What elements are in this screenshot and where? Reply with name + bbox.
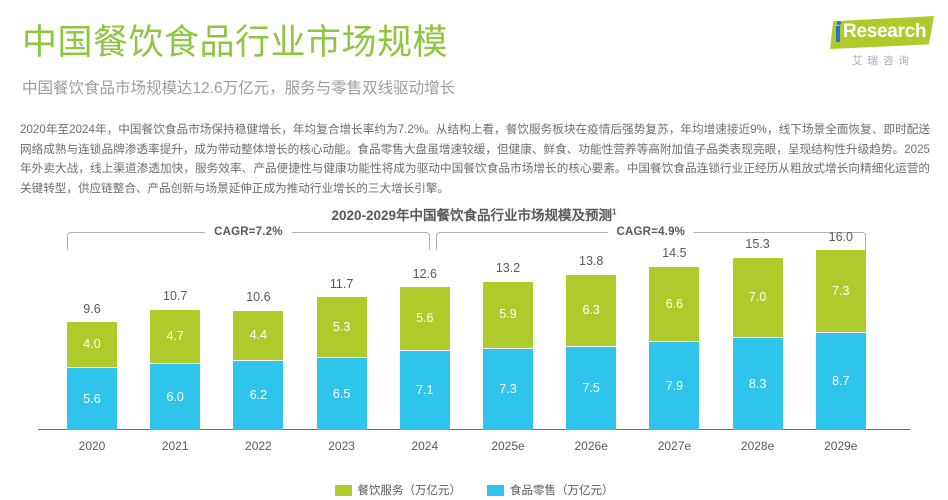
bar-column-2027e[interactable]: 14.56.67.92027e [649,267,699,430]
segment-value-label: 6.6 [666,298,683,311]
segment-value-label: 7.5 [582,382,599,395]
segment-value-label: 7.1 [416,384,433,397]
bar-column-2023[interactable]: 11.75.36.52023 [317,297,367,430]
bar-segment-food-retail[interactable]: 8.7 [816,332,866,430]
chart-plot-area: 9.6 4.0 5.6 2020 10.7 4.7 6.0 2021 10.6 4.4 6.2 202… [0,228,948,460]
segment-value-label: 5.3 [333,321,350,334]
bar-total-label: 11.7 [330,278,353,291]
bar-segment-food-service[interactable]: 6.3 [566,275,616,346]
x-axis-label-2022: 2022 [245,439,272,453]
bar-segment-food-service[interactable]: 5.9 [483,282,533,348]
bar-total-label: 10.6 [246,291,270,304]
chart-title-footnote: 1 [612,208,616,217]
x-axis-label-2026e: 2026e [575,439,608,453]
bar-column-2029e[interactable]: 16.07.38.72029e [816,250,866,430]
segment-value-label: 6.0 [166,391,183,404]
bar-column-2024[interactable]: 12.65.67.12024 [400,287,450,430]
bar-segment-food-service[interactable]: 5.6 [400,287,450,350]
bar-total-label: 15.3 [745,238,769,251]
bar-segment-food-service[interactable]: 6.6 [649,267,699,341]
logo-i-stem-icon [836,26,840,42]
bar-column-2022[interactable]: 10.64.46.22022 [233,311,283,430]
x-axis-label-2027e: 2027e [658,439,691,453]
segment-value-label: 8.3 [749,378,766,391]
bar-column-2025e[interactable]: 13.25.97.32025e [483,282,533,431]
x-axis-label-2021: 2021 [162,439,189,453]
bar-column-2028e[interactable]: 15.37.08.32028e [733,258,783,430]
legend-label: 餐饮服务（万亿元） [358,482,462,498]
bar-column-2021[interactable]: 10.74.76.02021 [150,310,200,430]
bar-segment-food-retail[interactable]: 6.0 [150,363,200,431]
bar-segment-food-retail[interactable]: 7.3 [483,348,533,430]
bar-segment-food-retail[interactable]: 7.1 [400,350,450,430]
segment-value-label: 7.9 [666,380,683,393]
segment-value-label: 6.5 [333,388,350,401]
legend-item-2[interactable]: 食品零售（万亿元） [487,482,614,498]
chart-title: 2020-2029年中国餐饮食品行业市场规模及预测1 [0,204,948,224]
chart-container: 2020-2029年中国餐饮食品行业市场规模及预测1 CAGR=7.2%CAGR… [0,198,948,500]
segment-value-label: 7.3 [832,285,849,298]
iresearch-logo: Research 艾瑞咨询 [830,16,934,72]
bar-segment-food-service[interactable]: 4.7 [150,310,200,363]
segment-value-label: 5.9 [499,308,516,321]
logo-i-dot-icon [837,21,841,25]
bar-total-label: 16.0 [829,231,853,244]
bar-segment-food-service[interactable]: 7.0 [733,258,783,337]
bar-segment-food-retail[interactable]: 6.5 [317,357,367,430]
logo-wordmark: Research [843,21,926,43]
segment-value-label: 5.6 [416,312,433,325]
bar-total-label: 13.8 [579,255,603,268]
page-title: 中国餐饮食品行业市场规模 [22,22,448,64]
bar-total-label: 10.7 [163,290,187,303]
segment-value-label: 4.7 [166,330,183,343]
segment-value-label: 7.3 [499,383,516,396]
segment-value-label: 8.7 [832,375,849,388]
segment-value-label: 4.0 [83,338,100,351]
bar-column-2020[interactable]: 9.64.05.62020 [67,322,117,430]
bar-segment-food-retail[interactable]: 7.9 [649,341,699,430]
x-axis-label-2023: 2023 [328,439,355,453]
bar-total-label: 14.5 [662,247,686,260]
x-axis-label-2024: 2024 [411,439,438,453]
segment-value-label: 6.2 [250,389,267,402]
x-axis-label-2020: 2020 [79,439,106,453]
bar-column-2026e[interactable]: 13.86.37.52026e [566,275,616,430]
page-subtitle: 中国餐饮食品市场规模达12.6万亿元，服务与零售双线驱动增长 [22,78,455,100]
legend-swatch-icon [335,485,352,496]
x-axis-label-2025e: 2025e [491,439,524,453]
bar-segment-food-retail[interactable]: 8.3 [733,337,783,430]
segment-value-label: 5.6 [83,393,100,406]
slide-root: 中国餐饮食品行业市场规模 中国餐饮食品市场规模达12.6万亿元，服务与零售双线驱… [0,0,948,500]
bar-segment-food-service[interactable]: 7.3 [816,250,866,332]
bar-segment-food-service[interactable]: 4.4 [233,311,283,361]
bar-segment-food-retail[interactable]: 6.2 [233,360,283,430]
legend-item-1[interactable]: 餐饮服务（万亿元） [335,482,462,498]
legend-swatch-icon [487,485,504,496]
x-axis-label-2028e: 2028e [741,439,774,453]
bar-segment-food-service[interactable]: 4.0 [67,322,117,367]
x-axis-label-2029e: 2029e [824,439,857,453]
bar-total-label: 9.6 [83,303,100,316]
bar-segment-food-service[interactable]: 5.3 [317,297,367,357]
bar-segment-food-retail[interactable]: 7.5 [566,346,616,430]
bar-segment-food-retail[interactable]: 5.6 [67,367,117,430]
bar-total-label: 13.2 [496,262,520,275]
bar-total-label: 12.6 [413,268,437,281]
chart-legend: 餐饮服务（万亿元） 食品零售（万亿元） [0,482,948,498]
chart-title-text: 2020-2029年中国餐饮食品行业市场规模及预测 [331,208,612,223]
segment-value-label: 7.0 [749,291,766,304]
segment-value-label: 4.4 [250,329,267,342]
legend-label: 食品零售（万亿元） [510,482,614,498]
body-paragraph: 2020年至2024年，中国餐饮食品市场保持稳健增长，年均复合增长率约为7.2%… [20,120,930,198]
logo-chinese-name: 艾瑞咨询 [833,53,933,68]
logo-mark: Research [830,16,934,49]
segment-value-label: 6.3 [582,304,599,317]
